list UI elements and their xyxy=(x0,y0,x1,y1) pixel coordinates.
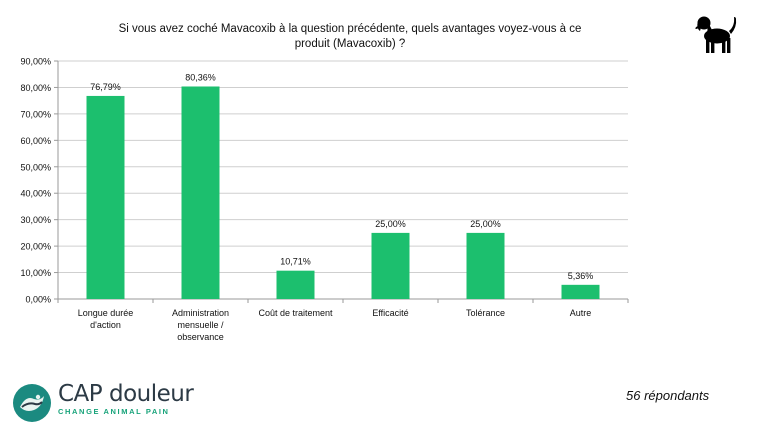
chart-title-line1: Si vous avez coché Mavacoxib à la questi… xyxy=(118,23,582,35)
y-tick-label: 70,00% xyxy=(20,109,51,119)
bar xyxy=(371,232,410,299)
y-tick-label: 20,00% xyxy=(20,242,51,252)
x-tick-label: Tolérance xyxy=(466,308,505,318)
x-tick-label: d'action xyxy=(90,320,121,330)
data-label: 10,71% xyxy=(280,257,311,267)
respondents-count: 56 répondants xyxy=(626,388,710,403)
x-tick-label: Autre xyxy=(570,308,592,318)
y-tick-label: 40,00% xyxy=(20,189,51,199)
data-label: 5,36% xyxy=(568,271,594,281)
x-tick-label: Longue durée xyxy=(78,308,134,318)
x-tick-label: mensuelle / xyxy=(177,320,224,330)
x-tick-label: Administration xyxy=(172,308,229,318)
data-label: 25,00% xyxy=(375,219,406,229)
data-label: 80,36% xyxy=(185,72,216,82)
y-tick-label: 50,00% xyxy=(20,162,51,172)
data-label: 76,79% xyxy=(90,82,121,92)
brand-name: CAP douleur xyxy=(58,381,194,407)
bar xyxy=(86,95,125,300)
y-tick-label: 80,00% xyxy=(20,83,51,93)
capdouleur-logo: CAP douleur CHANGE ANIMAL PAIN xyxy=(12,382,252,424)
bar xyxy=(466,232,505,299)
x-tick-label: Efficacité xyxy=(372,308,408,318)
dog-silhouette-icon xyxy=(695,16,737,53)
y-tick-label: 0,00% xyxy=(25,295,51,305)
y-tick-label: 30,00% xyxy=(20,215,51,225)
x-tick-label: observance xyxy=(177,332,224,342)
capdouleur-logo-icon xyxy=(13,384,51,422)
bar xyxy=(561,284,600,299)
chart-title-line2: produit (Mavacoxib) ? xyxy=(294,38,406,50)
data-label: 25,00% xyxy=(470,219,501,229)
chart-title: Si vous avez coché Mavacoxib à la questi… xyxy=(90,22,610,52)
x-tick-label: Coût de traitement xyxy=(258,308,333,318)
bar xyxy=(181,86,220,299)
y-tick-label: 90,00% xyxy=(20,57,51,67)
bar xyxy=(276,270,315,299)
brand-tagline: CHANGE ANIMAL PAIN xyxy=(58,407,170,416)
y-tick-label: 10,00% xyxy=(20,268,51,278)
y-tick-label: 60,00% xyxy=(20,136,51,146)
